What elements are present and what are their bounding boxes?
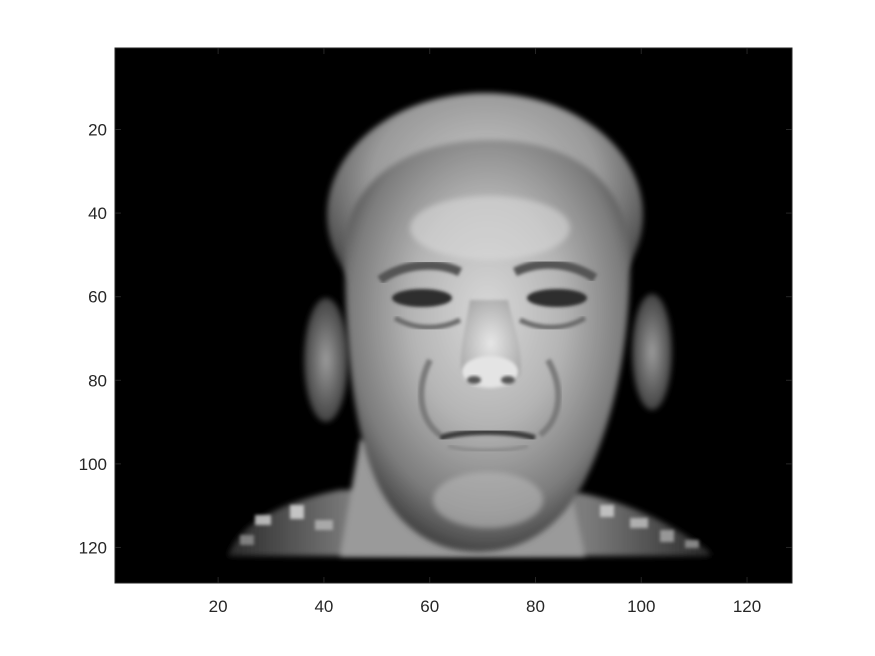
x-tick-label: 120 — [733, 597, 761, 616]
y-tick-label: 20 — [88, 121, 107, 140]
x-tick-label: 20 — [209, 597, 228, 616]
y-tick-label: 120 — [79, 538, 107, 557]
y-tick-label: 40 — [88, 204, 107, 223]
x-tick-label: 60 — [420, 597, 439, 616]
x-axis-ticks: 20 40 60 80 100 120 — [209, 48, 761, 616]
face-image — [228, 93, 710, 556]
y-axis-ticks: 20 40 60 80 100 120 — [79, 121, 792, 557]
x-tick-label: 40 — [314, 597, 333, 616]
y-tick-label: 80 — [88, 371, 107, 390]
y-tick-label: 60 — [88, 288, 107, 307]
x-tick-label: 100 — [627, 597, 655, 616]
y-tick-label: 100 — [79, 455, 107, 474]
axes-box — [114, 47, 793, 584]
x-tick-label: 80 — [526, 597, 545, 616]
